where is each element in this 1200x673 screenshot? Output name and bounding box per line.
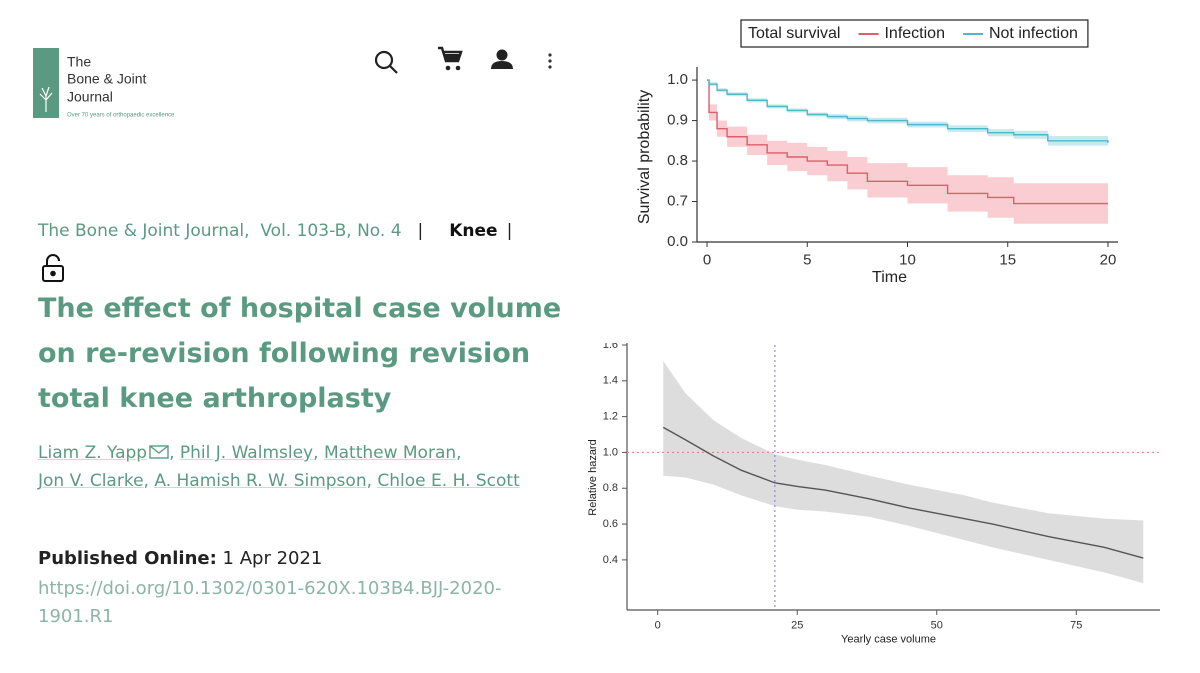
x-axis-label: Yearly case volume	[841, 634, 936, 646]
y-tick-label: 1.6	[603, 339, 618, 351]
author[interactable]: Jon V. Clarke	[38, 471, 144, 491]
author[interactable]: A. Hamish R. W. Simpson	[154, 471, 367, 491]
logo-tree	[39, 86, 53, 112]
y-tick-label: 1.2	[603, 411, 618, 423]
volume[interactable]: Vol. 103-B, No. 4	[260, 221, 402, 241]
y-tick-label: 0.4	[603, 554, 618, 566]
legend-title: Total survival	[748, 25, 840, 42]
legend: Total survival Infection Not infection	[740, 19, 1089, 48]
y-tick-label: 0.8	[603, 482, 618, 494]
author-entry: Jon V. Clarke,	[38, 471, 149, 491]
separator: ,	[313, 443, 319, 463]
series-line	[662, 426, 1144, 559]
legend-label: Not infection	[989, 25, 1078, 42]
chart: 0.0 0.7 0.8 0.9 1.0 0 5 10 15 20 Time Survival prob…	[636, 67, 1118, 286]
author-entry: Chloe E. H. Scott	[377, 471, 519, 491]
account-icon[interactable]	[491, 49, 513, 70]
legend-box	[740, 19, 1089, 48]
author-entry: Matthew Moran,	[324, 443, 462, 463]
confidence-band	[707, 80, 1108, 224]
author-entry: Liam Z. Yapp,	[38, 443, 174, 463]
x-tick-label: 5	[803, 251, 811, 268]
separator: ,	[366, 471, 372, 491]
series-line	[707, 79, 1109, 143]
chart: 0.4 0.6 0.8 1.0 1.2 1.4 1.6 0 25 50 75 Yearly case …	[587, 339, 1160, 646]
x-tick-label: 20	[1100, 251, 1117, 268]
y-tick-label: 1.0	[667, 71, 688, 88]
y-tick-label: 1.4	[603, 375, 618, 387]
cart-icon[interactable]	[438, 46, 463, 71]
y-tick-label: 0.6	[603, 518, 618, 530]
section[interactable]: Knee	[449, 221, 498, 241]
x-tick-label: 50	[931, 620, 943, 632]
author[interactable]: Phil J. Walmsley	[179, 443, 314, 463]
logo-text[interactable]: Bone & Joint	[67, 71, 146, 87]
x-tick-label: 75	[1070, 620, 1082, 632]
published: Published Online: 1 Apr 2021	[38, 548, 322, 569]
logo-text[interactable]: The	[67, 54, 91, 70]
y-tick-label: 0.9	[667, 112, 688, 129]
logo-tagline: Over 70 years of orthopaedic excellence	[67, 113, 175, 119]
confidence-band	[663, 361, 1144, 584]
series-line	[707, 79, 1108, 205]
authors: Liam Z. Yapp, Phil J. Walmsley, Matthew …	[38, 439, 528, 495]
article-title: The effect of hospital case volume on re…	[38, 293, 562, 414]
email-icon[interactable]	[149, 445, 169, 459]
x-tick-label: 0	[655, 620, 661, 632]
y-axis-label: Relative hazard	[587, 439, 599, 515]
author[interactable]: Matthew Moran	[323, 443, 457, 463]
logo-text[interactable]: Journal	[67, 89, 113, 105]
journal-line: The Bone & Joint Journal, Vol. 103-B, No…	[38, 221, 512, 241]
separator: ,	[143, 471, 149, 491]
doi-link[interactable]: https://doi.org/10.1302/0301-620X.103B4.…	[38, 578, 502, 627]
y-tick-label: 0.8	[667, 152, 688, 169]
y-tick-label: 0.0	[667, 233, 688, 250]
x-tick-label: 15	[999, 251, 1016, 268]
published-date: 1 Apr 2021	[222, 548, 323, 569]
lock-icon	[42, 254, 64, 282]
author[interactable]: Chloe E. H. Scott	[377, 471, 520, 491]
published-label: Published Online:	[38, 548, 217, 569]
author-entry: A. Hamish R. W. Simpson,	[154, 471, 372, 491]
separator: ,	[169, 443, 175, 463]
journal-name[interactable]: The Bone & Joint Journal,	[38, 221, 250, 241]
y-tick-label: 0.7	[667, 192, 688, 209]
x-tick-label: 0	[703, 251, 711, 268]
divider: |	[506, 221, 513, 241]
y-axis-label: Survival probability	[636, 90, 653, 224]
x-axis-label: Time	[872, 269, 907, 286]
author[interactable]: Liam Z. Yapp	[38, 443, 148, 463]
author-entry: Phil J. Walmsley,	[180, 443, 319, 463]
x-tick-label: 10	[899, 251, 916, 268]
x-tick-label: 25	[791, 620, 803, 632]
search-icon[interactable]	[374, 50, 398, 74]
separator: ,	[456, 443, 462, 463]
divider: |	[417, 221, 424, 241]
confidence-band	[707, 80, 1108, 148]
more-icon[interactable]	[548, 53, 552, 69]
legend-label: Infection	[884, 25, 944, 42]
y-tick-label: 1.0	[603, 446, 618, 458]
